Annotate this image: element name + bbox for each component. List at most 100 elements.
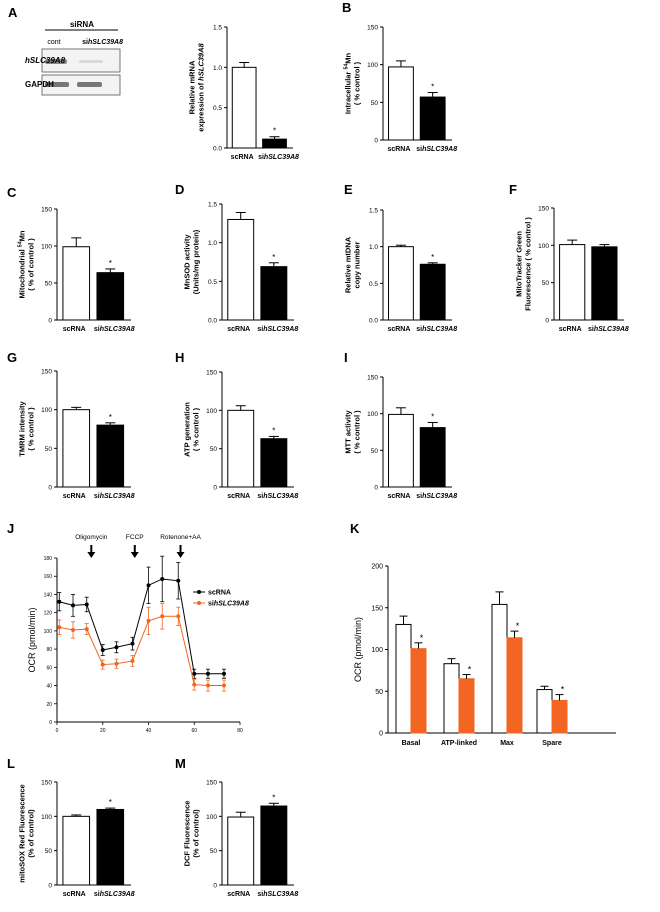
y-axis-label: Mitochondrial 54Mn	[18, 230, 27, 298]
chart-f: F 0 50 100 150 MitoTracker Green Fluorescence …	[509, 182, 629, 333]
y-tick-label: 0.0	[208, 318, 217, 325]
charts-layer: 0.0 0.5 1.0 1.5 Relative mRNA expression of h…	[7, 0, 629, 898]
y-tick-label: 100	[367, 411, 378, 418]
significance-star: *	[561, 685, 565, 695]
y-axis-label: ( % control )	[27, 407, 36, 451]
significance-star: *	[109, 413, 112, 422]
data-point	[71, 603, 76, 608]
y-tick-label: 1.5	[369, 208, 378, 215]
panel-letter-j: J	[7, 521, 14, 536]
panel-a-letter: A	[8, 5, 18, 20]
y-axis-label: Fluorescence ( % control )	[524, 217, 533, 311]
data-point	[84, 627, 89, 632]
bar-scrna	[227, 218, 255, 321]
bar-scrna	[62, 409, 91, 488]
bar-sihslc39a8	[260, 266, 288, 321]
y-tick-label: 100	[41, 244, 52, 251]
significance-star: *	[431, 253, 434, 262]
x-category-label: scRNA	[227, 891, 250, 898]
data-point	[130, 658, 135, 663]
x-category-label: sihSLC39A8	[416, 493, 457, 500]
significance-star: *	[272, 426, 275, 435]
data-point	[57, 625, 62, 630]
y-axis-label: ( % control )	[353, 61, 362, 105]
y-axis-label: Intracellular 54Mn	[344, 52, 353, 114]
y-tick-label: 50	[210, 446, 218, 453]
data-point	[176, 614, 181, 619]
bar-scrna	[62, 815, 91, 886]
y-tick-label: 150	[538, 206, 549, 213]
y-tick-label: 150	[206, 370, 217, 377]
bar-sihslc39a8	[260, 438, 288, 488]
bar-scrna	[536, 689, 553, 734]
y-axis-label: (Units/mg protein)	[192, 229, 201, 294]
chart-d: D 0.0 0.5 1.0 1.5 MnSOD activity (Units/mg pro…	[175, 182, 298, 333]
y-axis-label: (% of control)	[192, 809, 201, 858]
blot-band-gapdh-si	[77, 82, 102, 87]
bar-sihslc39a8	[96, 808, 125, 886]
y-tick-label: 0.5	[369, 281, 378, 288]
x-category-label: ATP-linked	[441, 740, 477, 747]
data-point	[130, 641, 135, 646]
blot-row-gapdh: GAPDH	[25, 80, 54, 89]
y-tick-label: 0	[48, 883, 52, 890]
y-tick-label: 50	[375, 689, 383, 696]
y-tick-label: 100	[206, 408, 217, 415]
blot-header: siRNA	[70, 20, 94, 29]
significance-star: *	[431, 412, 434, 421]
x-category-label: sihSLC39A8	[416, 326, 457, 333]
panel-letter-k: K	[350, 521, 360, 536]
blot-row-target: hSLC39A8	[25, 56, 66, 65]
panel-letter-i: I	[344, 350, 348, 365]
bar-scrna	[227, 816, 255, 886]
y-axis-label: Relative mtDNA	[344, 236, 353, 293]
y-tick-label: 200	[371, 564, 383, 571]
chart-j: J 0 20 40 60 80 100 120 140 160 180 0 20 40 60 80 OCR (p…	[7, 521, 249, 734]
x-category-label: sihSLC39A8	[257, 326, 298, 333]
y-axis-label: MnSOD activity	[183, 234, 192, 290]
y-tick-label: 80	[46, 647, 52, 653]
bar-sihslc39a8	[96, 424, 125, 488]
y-tick-label: 0	[374, 485, 378, 492]
x-category-label: scRNA	[387, 146, 410, 153]
y-tick-label: 1.0	[208, 240, 217, 247]
y-tick-label: 160	[44, 574, 53, 580]
x-category-label: Basal	[402, 740, 421, 747]
y-tick-label: 50	[542, 280, 550, 287]
y-axis-label: ( % of control )	[27, 238, 36, 291]
x-category-label: Spare	[542, 740, 562, 747]
x-category-label: sihSLC39A8	[94, 326, 135, 333]
x-category-label: scRNA	[559, 326, 582, 333]
bar-sihslc39a8	[260, 805, 288, 886]
y-tick-label: 100	[367, 62, 378, 69]
x-category-label: sihSLC39A8	[94, 891, 135, 898]
y-axis-label: MitoTracker Green	[515, 231, 524, 297]
y-axis-label: TMRM intensity	[18, 400, 27, 456]
x-tick-label: 20	[100, 728, 106, 734]
injection-label: Rotenone+AA	[160, 534, 201, 541]
data-point	[57, 599, 62, 604]
y-tick-label: 0	[48, 318, 52, 325]
x-tick-label: 0	[56, 728, 59, 734]
y-tick-label: 50	[45, 281, 53, 288]
legend-marker	[197, 601, 201, 605]
series-line-sihslc39a8	[59, 615, 224, 687]
bar-sihslc39a8	[458, 678, 475, 734]
blot-band-gapdh-cont	[45, 82, 69, 87]
chart-l: L 0 50 100 150 mitoSOX Red Fluorescence (% of …	[7, 756, 135, 898]
y-tick-label: 150	[41, 207, 52, 214]
injection-label: Oligomycin	[75, 534, 108, 541]
y-tick-label: 150	[367, 375, 378, 382]
injection-arrow-head	[87, 552, 96, 558]
y-tick-label: 0	[379, 731, 383, 738]
y-axis-label: OCR (pmol/min)	[27, 607, 37, 672]
x-category-label: scRNA	[63, 493, 86, 500]
blot-band-target-si	[79, 60, 103, 63]
x-category-label: scRNA	[63, 326, 86, 333]
x-tick-label: 80	[237, 728, 243, 734]
x-category-label: scRNA	[387, 326, 410, 333]
significance-star: *	[516, 621, 520, 631]
chart-k: K 0 50 100 150 200 OCR (pmol/min) * Basal * ATP-li…	[350, 521, 616, 747]
data-point	[205, 671, 210, 676]
